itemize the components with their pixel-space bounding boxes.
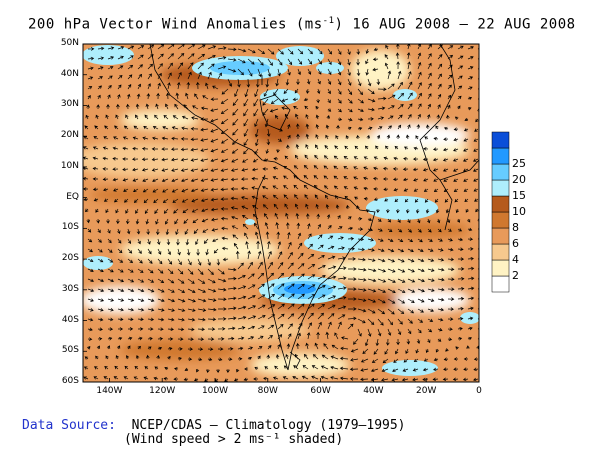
lon-label: 40W bbox=[363, 386, 384, 396]
lat-label: 40N bbox=[60, 68, 79, 79]
lat-label: 10S bbox=[61, 222, 79, 233]
lon-label: 120W bbox=[149, 386, 176, 396]
colorbar-level-label: 10 bbox=[512, 205, 526, 218]
colorbar-level-label: 20 bbox=[512, 173, 526, 186]
map-frame bbox=[82, 43, 480, 383]
colorbar-level-label: 6 bbox=[512, 237, 519, 250]
lat-label: 50S bbox=[61, 345, 79, 356]
lon-label: 140W bbox=[96, 386, 123, 396]
lat-label: EQ bbox=[66, 191, 79, 202]
colorbar-swatch bbox=[491, 211, 510, 229]
colorbar-swatch bbox=[491, 147, 510, 165]
lon-label: 60W bbox=[310, 386, 331, 396]
colorbar-level-label: 25 bbox=[512, 157, 526, 170]
lon-label: 100W bbox=[201, 386, 229, 396]
lat-label: 50N bbox=[60, 38, 79, 48]
colorbar-swatch bbox=[491, 243, 510, 261]
footer-source: Data Source: NCEP/CDAS — Climatology (19… bbox=[22, 418, 406, 433]
colorbar-swatch bbox=[491, 275, 510, 293]
lat-label: 30N bbox=[60, 99, 79, 110]
lon-label: 80W bbox=[257, 386, 278, 396]
source-label: Data Source: bbox=[22, 418, 116, 433]
lon-label: 20W bbox=[416, 386, 437, 396]
map-plot-area bbox=[83, 44, 479, 382]
colorbar-swatch bbox=[491, 179, 510, 197]
colorbar bbox=[491, 131, 510, 293]
colorbar-swatch bbox=[491, 227, 510, 245]
colorbar-level-label: 4 bbox=[512, 253, 519, 266]
strong-wind-cores bbox=[83, 45, 479, 376]
title-prefix: 200 hPa Vector Wind Anomalies (ms bbox=[28, 16, 323, 33]
colorbar-level-label: 15 bbox=[512, 189, 526, 202]
colorbar-swatch bbox=[491, 131, 510, 149]
lat-label: 20N bbox=[60, 130, 79, 141]
axis-ticks bbox=[83, 43, 480, 383]
colorbar-swatch bbox=[491, 259, 510, 277]
lat-label: 10N bbox=[60, 160, 79, 171]
map-title: 200 hPa Vector Wind Anomalies (ms-1) 16 … bbox=[28, 16, 576, 33]
colorbar-level-label: 8 bbox=[512, 221, 519, 234]
footer-note: (Wind speed > 2 ms⁻¹ shaded) bbox=[124, 432, 344, 447]
lat-label: 30S bbox=[61, 283, 79, 294]
lat-label: 20S bbox=[61, 253, 79, 264]
title-exponent: -1 bbox=[322, 16, 335, 26]
colorbar-swatch bbox=[491, 195, 510, 213]
lon-label: 0 bbox=[476, 386, 482, 396]
source-text: NCEP/CDAS — Climatology (1979–1995) bbox=[131, 418, 406, 433]
lat-label: 60S bbox=[61, 376, 79, 386]
title-suffix: ) 16 AUG 2008 — 22 AUG 2008 bbox=[334, 16, 576, 33]
lat-label: 40S bbox=[61, 314, 79, 325]
colorbar-level-label: 2 bbox=[512, 269, 519, 282]
wind-vectors bbox=[83, 44, 479, 382]
colorbar-swatch bbox=[491, 163, 510, 181]
